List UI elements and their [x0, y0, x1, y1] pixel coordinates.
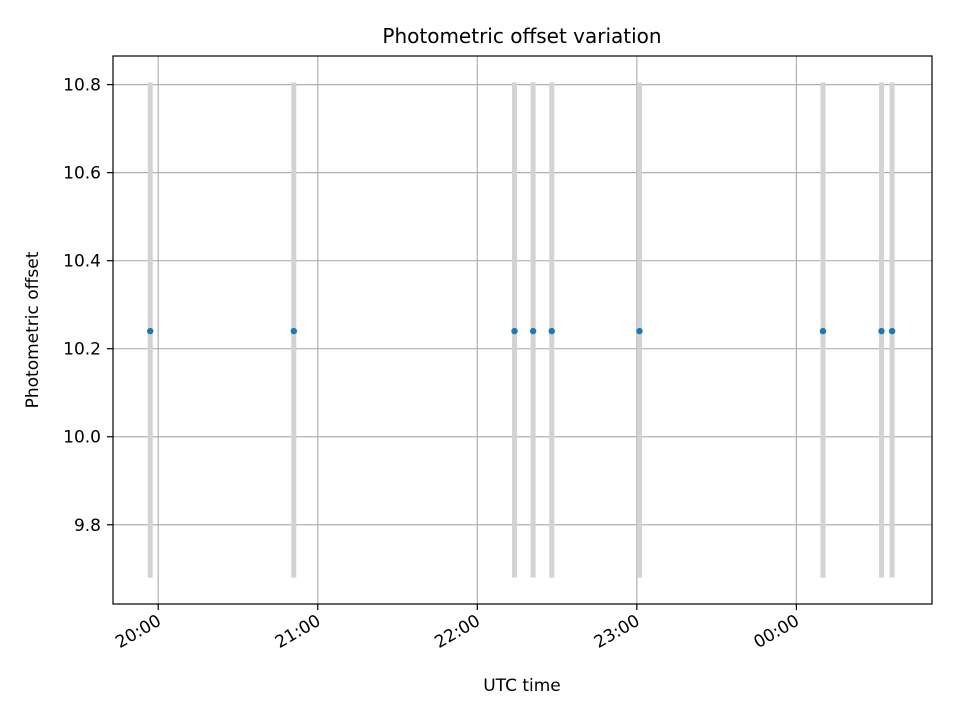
data-point [819, 327, 827, 335]
x-axis-ticks: 20:00 21:00 22:00 23:00 00:00 [112, 604, 803, 653]
data-point [636, 327, 643, 335]
data-point-layer [147, 327, 896, 335]
y-tick-label: 10.2 [63, 340, 101, 360]
chart-title: Photometric offset variation [382, 24, 661, 48]
plot-frame [112, 55, 933, 605]
data-point [147, 327, 154, 335]
data-point [529, 327, 537, 335]
y-axis-ticks: 9.8 10.0 10.2 10.4 10.6 10.8 [63, 76, 113, 536]
data-point [511, 327, 518, 335]
x-tick-label: 22:00 [431, 611, 483, 653]
y-tick-label: 10.4 [63, 252, 101, 272]
y-tick-label: 10.6 [63, 164, 101, 184]
data-point [878, 327, 885, 335]
x-tick-label: 23:00 [591, 611, 643, 653]
y-tick-label: 10.0 [63, 428, 101, 448]
data-point [548, 327, 555, 335]
data-point [888, 327, 896, 335]
x-axis-label: UTC time [483, 676, 561, 696]
y-tick-label: 10.8 [63, 76, 101, 96]
data-point [290, 327, 298, 335]
grid-layer [113, 56, 932, 604]
x-tick-label: 21:00 [272, 611, 324, 653]
errorbar-layer [147, 82, 895, 578]
y-tick-label: 9.8 [74, 516, 101, 536]
x-tick-label: 00:00 [750, 611, 802, 653]
x-tick-label: 20:00 [112, 611, 164, 653]
y-axis-label: Photometric offset [23, 251, 43, 408]
